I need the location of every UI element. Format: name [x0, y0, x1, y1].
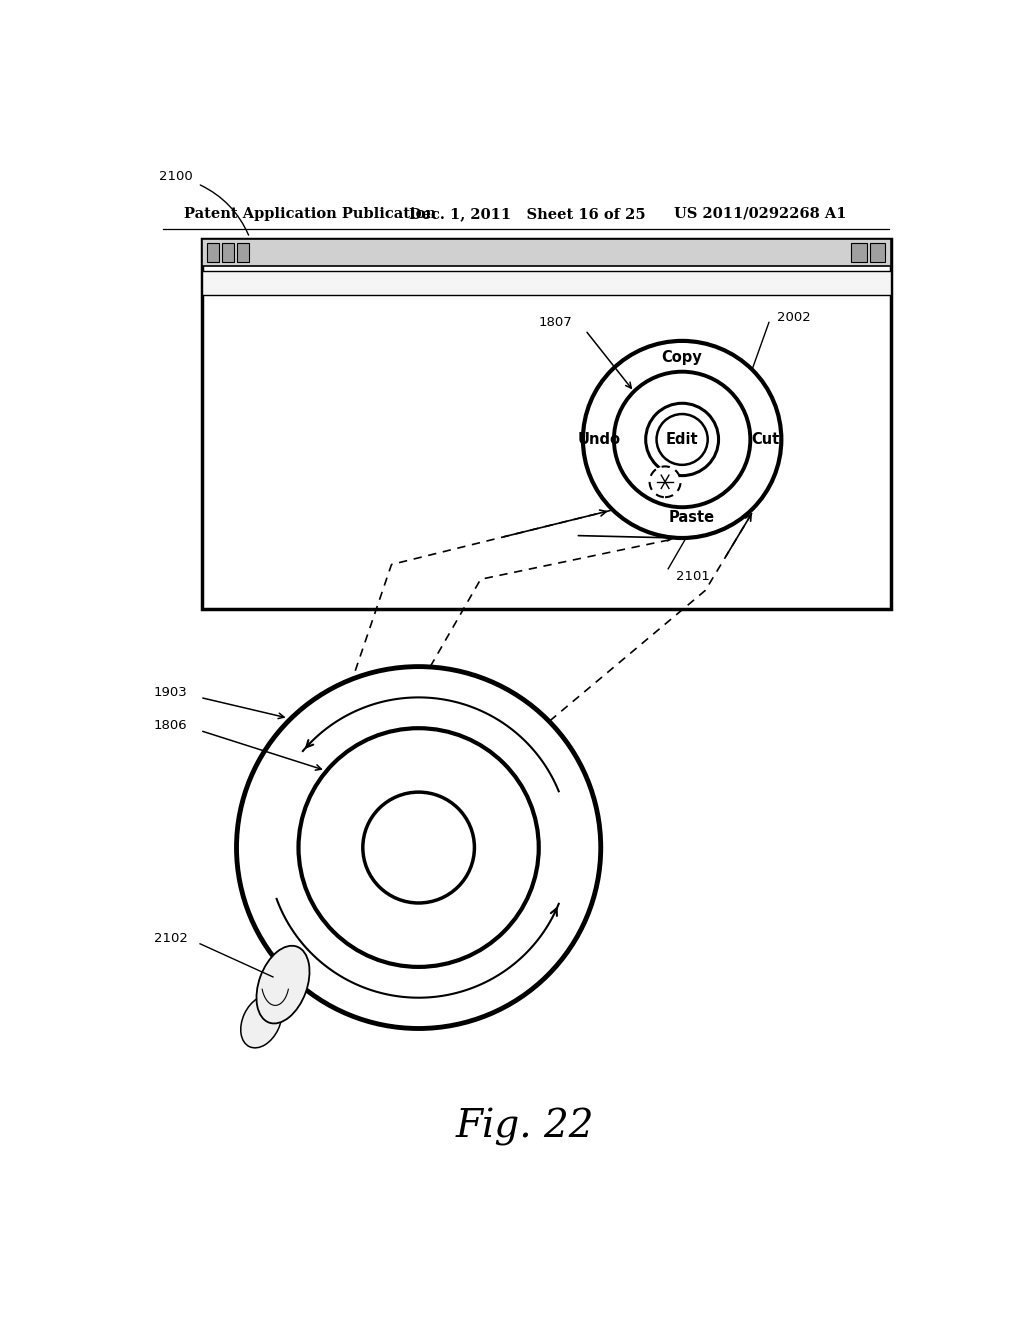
Ellipse shape	[241, 995, 282, 1048]
Text: Undo: Undo	[578, 432, 621, 447]
Circle shape	[583, 341, 781, 539]
Text: Fig. 22: Fig. 22	[456, 1107, 594, 1146]
Circle shape	[614, 372, 751, 507]
Bar	[202, 239, 891, 609]
Circle shape	[362, 792, 474, 903]
Text: Cut: Cut	[751, 432, 779, 447]
Bar	[222, 243, 234, 261]
Bar	[202, 239, 891, 267]
Text: 1903: 1903	[154, 685, 187, 698]
Text: 2102: 2102	[154, 932, 187, 945]
Bar	[851, 243, 866, 261]
Circle shape	[646, 404, 719, 475]
Text: 2101: 2101	[676, 570, 710, 583]
Text: Dec. 1, 2011   Sheet 16 of 25: Dec. 1, 2011 Sheet 16 of 25	[409, 207, 645, 220]
Text: Copy: Copy	[662, 350, 702, 366]
Bar	[202, 271, 891, 296]
Text: US 2011/0292268 A1: US 2011/0292268 A1	[675, 207, 847, 220]
Circle shape	[299, 729, 539, 966]
Text: 1806: 1806	[154, 718, 187, 731]
Text: Edit: Edit	[666, 432, 698, 447]
Bar	[207, 243, 219, 261]
Text: 1807: 1807	[539, 315, 572, 329]
Ellipse shape	[256, 945, 309, 1023]
Text: 2100: 2100	[159, 169, 193, 182]
Text: Paste: Paste	[669, 511, 715, 525]
Bar	[869, 243, 885, 261]
Circle shape	[656, 414, 708, 465]
Text: Patent Application Publication: Patent Application Publication	[183, 207, 436, 220]
Circle shape	[237, 667, 601, 1028]
Circle shape	[649, 466, 681, 498]
Text: 2002: 2002	[776, 312, 810, 325]
Bar	[237, 243, 249, 261]
